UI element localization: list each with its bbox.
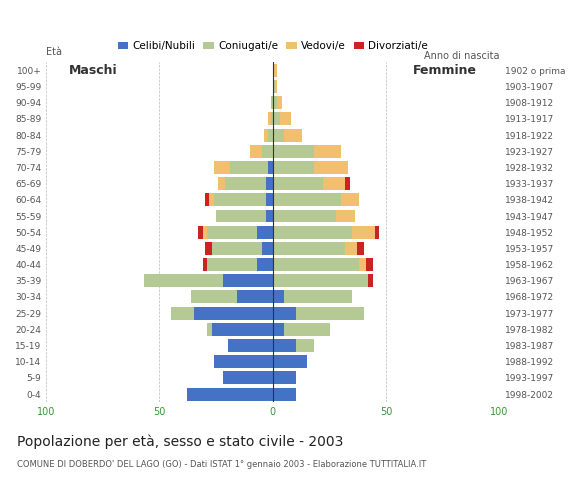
Bar <box>273 64 277 77</box>
Bar <box>273 145 314 158</box>
Bar <box>284 129 302 142</box>
Bar <box>205 242 212 255</box>
Bar <box>269 129 273 142</box>
Legend: Celibi/Nubili, Coniugati/e, Vedovi/e, Divorziati/e: Celibi/Nubili, Coniugati/e, Vedovi/e, Di… <box>113 37 433 55</box>
Bar <box>296 307 364 320</box>
Bar <box>266 177 273 190</box>
Bar <box>273 339 296 352</box>
Bar <box>275 80 277 93</box>
Bar <box>209 193 214 206</box>
Bar <box>264 129 269 142</box>
Bar <box>273 242 346 255</box>
Bar <box>277 96 282 109</box>
Bar <box>284 323 329 336</box>
Bar <box>280 112 291 125</box>
Bar <box>273 387 296 400</box>
Bar <box>266 193 273 206</box>
Text: Età: Età <box>46 48 62 58</box>
Bar <box>314 145 341 158</box>
Text: COMUNE DI DOBERDO' DEL LAGO (GO) - Dati ISTAT 1° gennaio 2003 - Elaborazione TUT: COMUNE DI DOBERDO' DEL LAGO (GO) - Dati … <box>17 460 427 469</box>
Bar <box>273 161 314 174</box>
Bar <box>223 274 273 287</box>
Bar <box>296 339 314 352</box>
Bar <box>336 210 354 223</box>
Bar <box>223 372 273 384</box>
Bar <box>216 210 266 223</box>
Bar <box>171 307 194 320</box>
Bar <box>346 177 350 190</box>
Bar <box>273 210 336 223</box>
Text: Maschi: Maschi <box>69 64 117 77</box>
Bar <box>357 242 364 255</box>
Text: Femmine: Femmine <box>413 64 477 77</box>
Bar <box>227 339 273 352</box>
Bar <box>273 226 352 239</box>
Bar <box>273 80 275 93</box>
Bar <box>314 161 347 174</box>
Bar <box>271 96 273 109</box>
Bar <box>205 193 209 206</box>
Bar <box>273 372 296 384</box>
Bar <box>250 145 262 158</box>
Bar <box>207 258 257 271</box>
Bar <box>273 112 280 125</box>
Bar <box>194 307 273 320</box>
Bar <box>273 355 307 368</box>
Bar <box>352 226 375 239</box>
Bar <box>198 226 202 239</box>
Bar <box>273 323 284 336</box>
Bar <box>273 177 322 190</box>
Bar <box>271 112 273 125</box>
Text: Anno di nascita: Anno di nascita <box>424 50 499 60</box>
Bar <box>214 193 266 206</box>
Bar <box>266 210 273 223</box>
Bar <box>212 323 273 336</box>
Bar <box>214 161 230 174</box>
Bar <box>368 274 373 287</box>
Bar <box>341 193 359 206</box>
Bar <box>262 145 273 158</box>
Bar <box>225 177 266 190</box>
Bar <box>359 258 366 271</box>
Bar <box>269 112 271 125</box>
Bar <box>191 290 237 303</box>
Bar <box>202 258 207 271</box>
Bar <box>202 226 207 239</box>
Bar <box>212 242 262 255</box>
Bar <box>273 193 341 206</box>
Bar <box>273 307 296 320</box>
Bar <box>187 387 273 400</box>
Bar <box>346 242 357 255</box>
Bar <box>237 290 273 303</box>
Bar <box>269 161 273 174</box>
Bar <box>284 290 352 303</box>
Bar <box>214 355 273 368</box>
Bar <box>207 226 257 239</box>
Bar <box>273 96 277 109</box>
Bar <box>375 226 379 239</box>
Bar <box>273 290 284 303</box>
Bar <box>322 177 346 190</box>
Bar <box>257 258 273 271</box>
Text: Popolazione per età, sesso e stato civile - 2003: Popolazione per età, sesso e stato civil… <box>17 434 344 449</box>
Bar <box>262 242 273 255</box>
Bar <box>273 258 359 271</box>
Bar <box>230 161 269 174</box>
Bar <box>273 274 368 287</box>
Bar <box>207 323 212 336</box>
Bar <box>273 129 284 142</box>
Bar <box>144 274 223 287</box>
Bar <box>257 226 273 239</box>
Bar <box>219 177 225 190</box>
Bar <box>366 258 373 271</box>
